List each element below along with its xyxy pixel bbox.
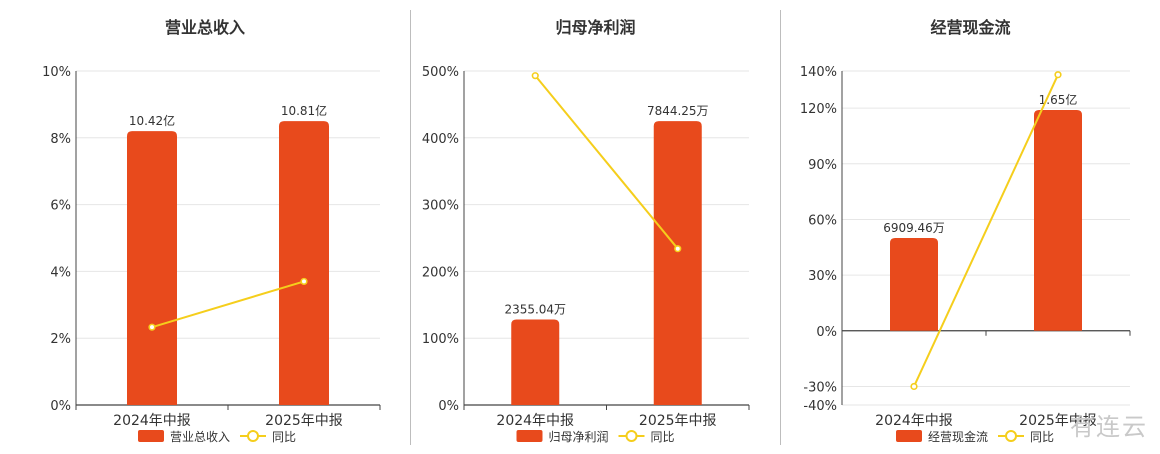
- bar-data-label: 10.81亿: [281, 103, 327, 118]
- series-line-yoy: [151, 280, 305, 329]
- series-point-yoy: [910, 382, 918, 391]
- bar: [127, 131, 177, 405]
- x-tick-label: 2025年中报: [639, 413, 717, 429]
- bar-data-label: 2355.04万: [504, 302, 566, 316]
- chart-panel-cash-flow: 经营现金流 -40% -30% 0% 30% 60% 90% 120% 140% 6909.46…: [781, 0, 1160, 450]
- legend-label-line: 同比: [272, 430, 296, 444]
- panel-divider: [780, 10, 781, 445]
- chart-svg-cash-flow: -40%-30%0%30%60%90%120%140%6909.46万1.65亿…: [800, 65, 1131, 444]
- y-tick-label: 300%: [422, 199, 459, 214]
- x-tick-label: 2024年中报: [113, 413, 191, 429]
- bar: [511, 319, 560, 405]
- y-tick-label: 0%: [438, 399, 459, 414]
- panel-divider: [410, 10, 411, 445]
- x-tick-label: 2024年中报: [496, 413, 574, 429]
- series-point-yoy: [674, 245, 682, 253]
- x-tick-label: 2024年中报: [875, 413, 953, 429]
- y-tick-label: 60%: [808, 213, 837, 228]
- watermark-logo: 有连云: [1070, 413, 1148, 441]
- y-tick-label: 4%: [50, 265, 71, 280]
- bar: [890, 238, 938, 331]
- bar-data-label: 7844.25万: [647, 104, 709, 118]
- legend-label-bar: 归母净利润: [549, 430, 609, 444]
- chart-title: 归母净利润: [555, 18, 636, 37]
- y-tick-label: 500%: [422, 65, 459, 80]
- series-point-yoy: [148, 323, 156, 331]
- legend-label-line: 同比: [651, 430, 675, 444]
- y-tick-label: 6%: [50, 199, 71, 214]
- y-tick-label: 0%: [50, 399, 71, 414]
- series-point-yoy: [300, 277, 308, 286]
- legend-swatch-marker: [247, 430, 259, 442]
- legend-swatch-bar: [896, 430, 922, 442]
- legend-swatch-bar: [138, 430, 164, 442]
- chart-title: 营业总收入: [164, 18, 245, 37]
- y-tick-label: 30%: [808, 269, 837, 284]
- chart-title: 经营现金流: [930, 18, 1011, 37]
- legend-label-bar: 营业总收入: [170, 430, 230, 444]
- y-tick-label: 0%: [816, 325, 837, 340]
- bar-data-label: 10.42亿: [129, 113, 175, 128]
- series-line-yoy: [534, 75, 679, 250]
- x-tick-label: 2025年中报: [265, 413, 343, 429]
- legend-swatch-bar: [516, 430, 543, 442]
- x-tick-label: 2025年中报: [1019, 413, 1097, 429]
- legend-label-bar: 经营现金流: [928, 429, 988, 444]
- y-tick-label: 100%: [422, 332, 459, 347]
- y-tick-label: 200%: [422, 265, 459, 280]
- y-tick-label: 2%: [50, 332, 71, 347]
- chart-svg-net-profit: 0% 100% 200% 300% 400% 500% 2355.04万 7844.25万 20…: [422, 65, 750, 444]
- y-tick-label: 120%: [800, 102, 837, 117]
- chart-panel-revenue: 营业总收入 0% 2% 4% 6% 8% 10% 10.42亿 10.81亿 2024年中报 20…: [0, 0, 410, 450]
- y-tick-label: 400%: [422, 132, 459, 147]
- series-point-yoy: [1054, 71, 1062, 79]
- legend-swatch-marker: [1005, 430, 1017, 442]
- chart-panel-net-profit: 归母净利润 0% 100% 200% 300% 400% 500% 2355.04万 7844…: [411, 0, 780, 450]
- legend-swatch-marker: [625, 430, 638, 442]
- legend-label-line: 同比: [1030, 430, 1054, 444]
- y-tick-label: -40%: [803, 399, 837, 414]
- bar: [1034, 109, 1082, 331]
- bar: [653, 121, 702, 405]
- y-tick-label: 10%: [42, 65, 71, 80]
- y-tick-label: 90%: [808, 158, 837, 173]
- y-tick-label: -30%: [803, 380, 837, 395]
- y-tick-label: 8%: [50, 132, 71, 147]
- bar-data-label: 6909.46万: [883, 221, 945, 235]
- bar: [279, 121, 329, 405]
- chart-svg-revenue: 0% 2% 4% 6% 8% 10% 10.42亿 10.81亿 2024年中报 2025年中报营…: [42, 65, 381, 444]
- y-tick-label: 140%: [800, 65, 837, 80]
- series-line-yoy: [913, 74, 1059, 387]
- series-point-yoy: [531, 72, 539, 80]
